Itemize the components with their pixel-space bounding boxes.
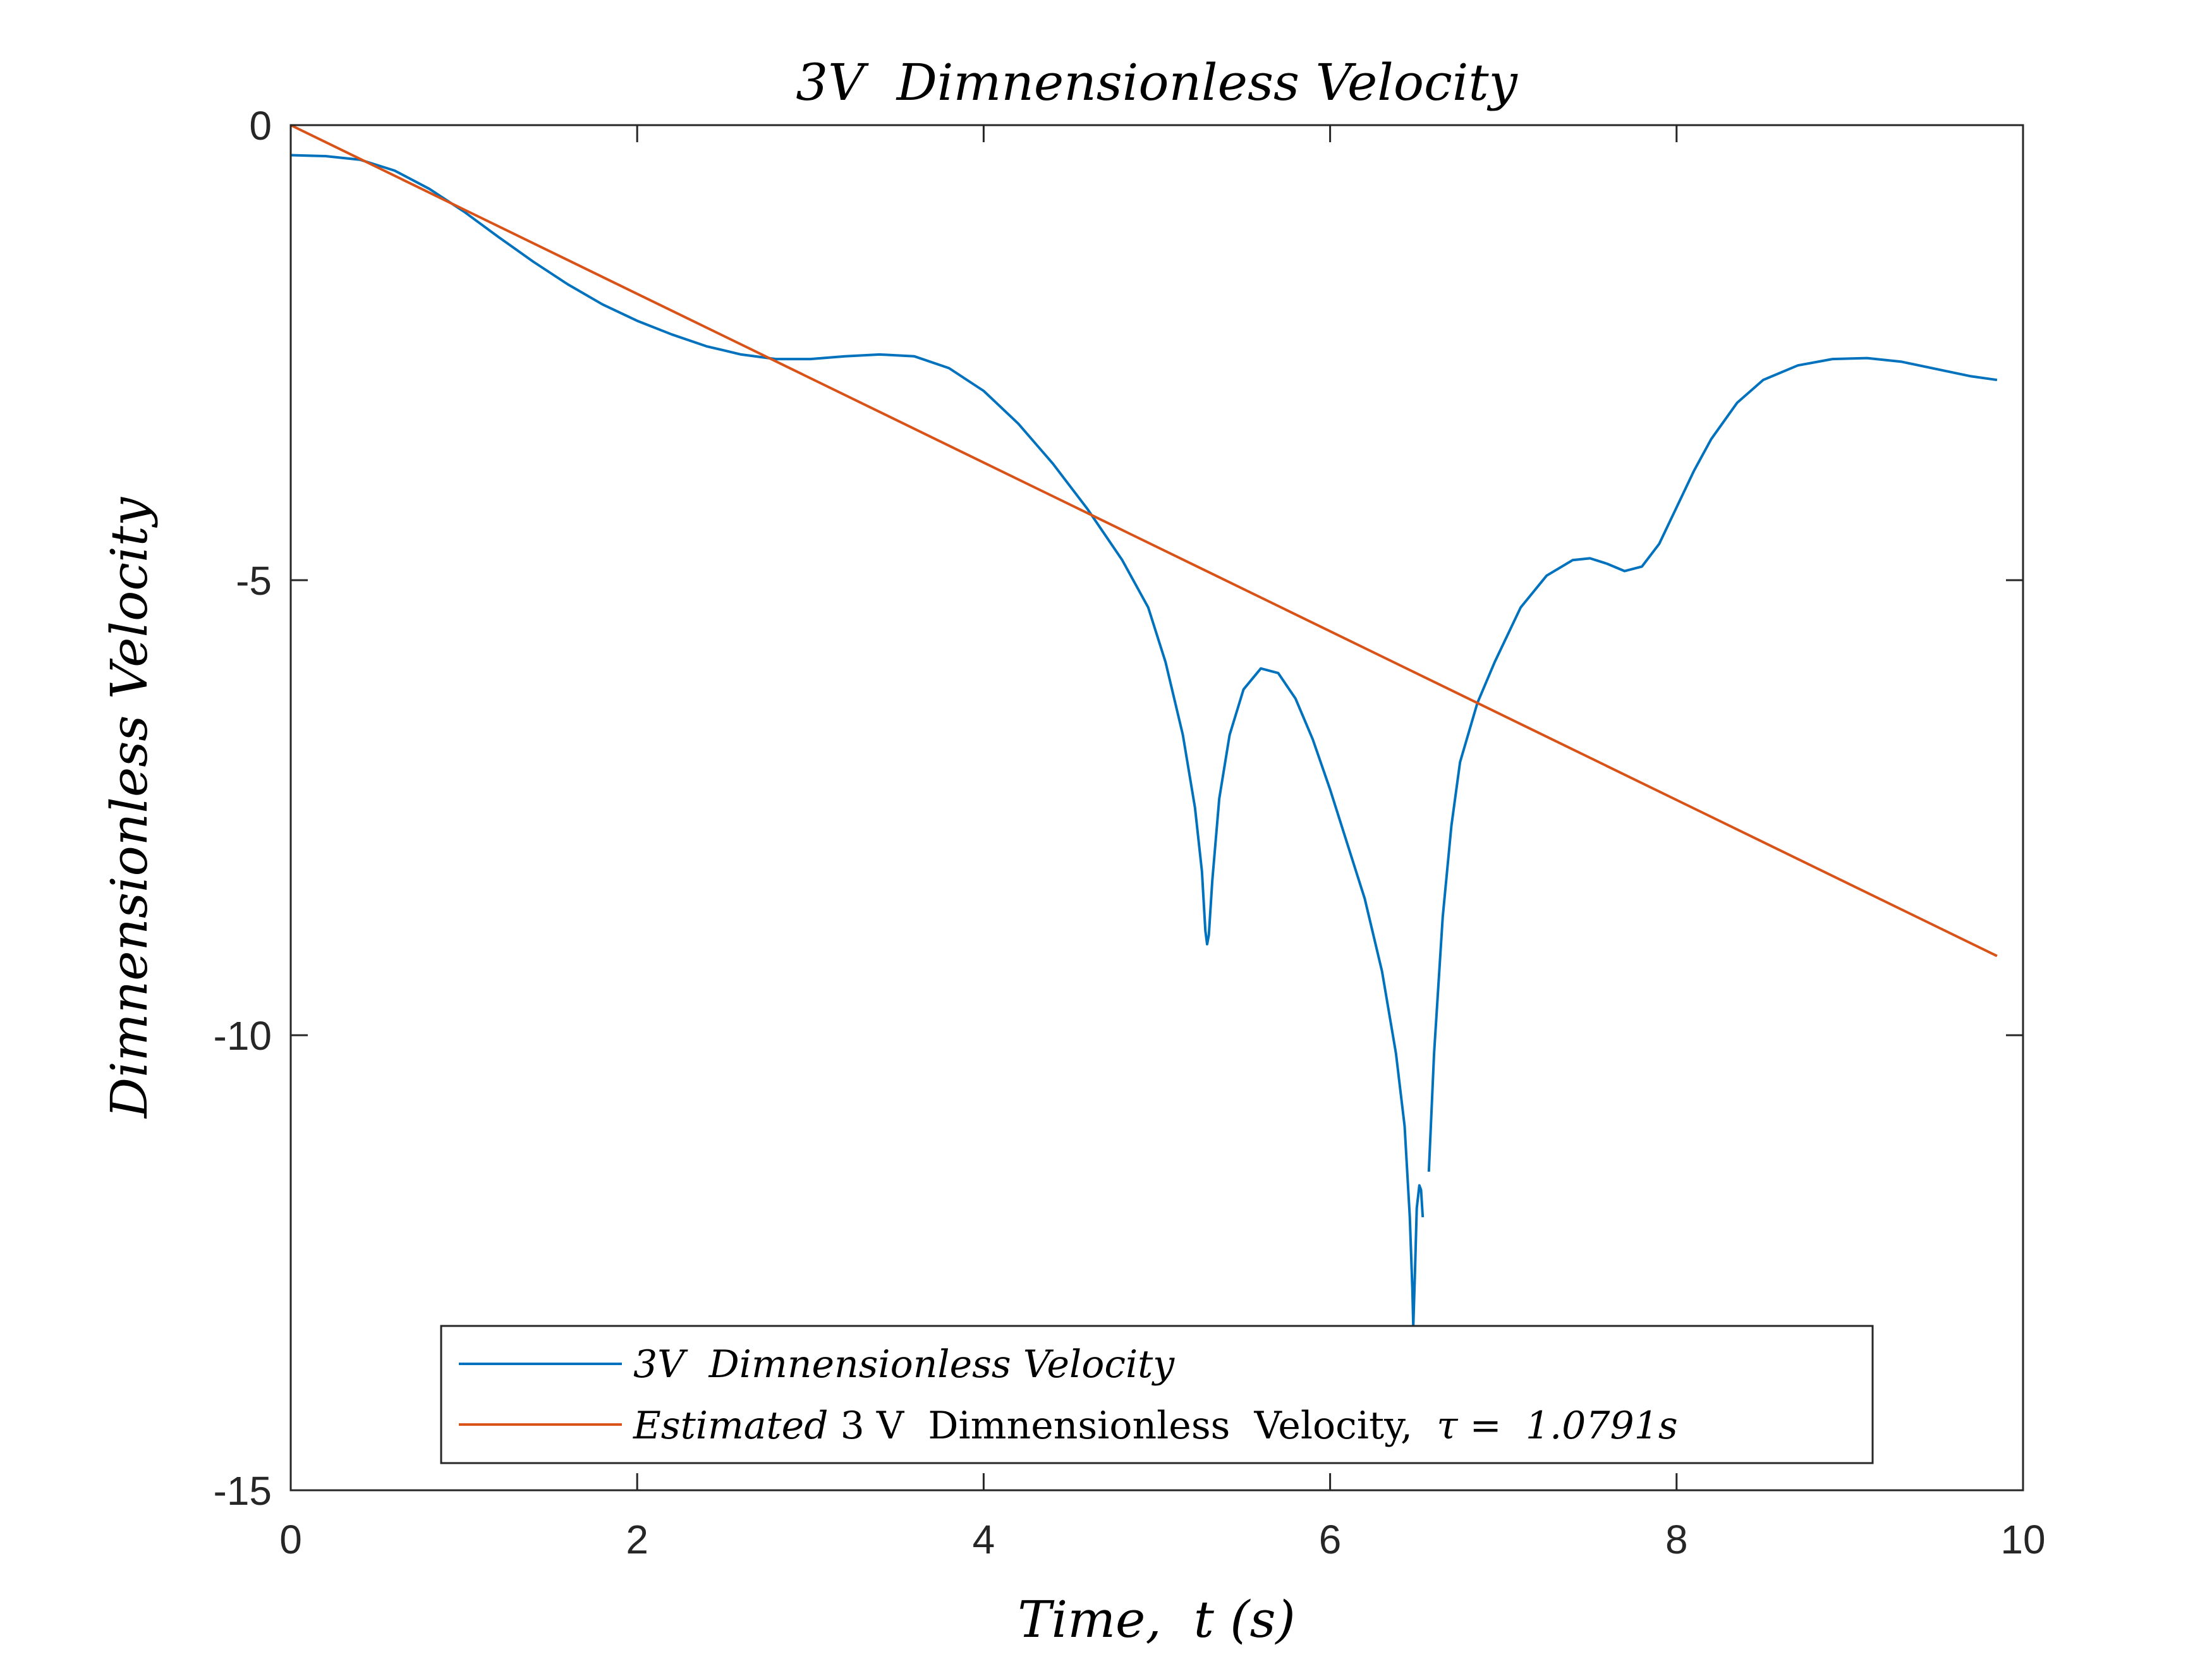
- x-axis-label: Time, t (s): [1018, 1590, 1296, 1649]
- x-tick-label: 2: [626, 1517, 648, 1562]
- legend-box: [440, 1325, 1874, 1464]
- series-1-line-segment-2: [1427, 356, 1998, 1172]
- axes-background: [291, 125, 2023, 1490]
- x-tick-label: 6: [1319, 1517, 1342, 1562]
- y-tick-label: -10: [214, 1013, 272, 1059]
- legend-label-estimated-text: 3 V Dimnensionless Velocity,: [829, 1404, 1437, 1448]
- axes-box: [289, 124, 2024, 1492]
- y-tick-label: -5: [236, 558, 272, 604]
- legend: 3V Dimnensionless Velocity Estimated 3 V…: [440, 1325, 1874, 1464]
- chart-title: 3V Dimnensionless Velocity: [796, 53, 1518, 112]
- series-1-line-segment-1: [290, 154, 1425, 1328]
- legend-label-estimated-unit: s: [1658, 1404, 1678, 1448]
- legend-label-estimated: Estimated 3 V Dimnensionless Velocity, τ…: [633, 1404, 1678, 1448]
- legend-label-estimated-italic: Estimated: [633, 1404, 829, 1448]
- legend-label-measured: 3V Dimnensionless Velocity: [633, 1342, 1175, 1387]
- y-tick-label: 0: [249, 103, 272, 149]
- y-tick-label: -15: [214, 1468, 272, 1514]
- x-tick-label: 0: [279, 1517, 302, 1562]
- x-tick-label: 4: [973, 1517, 995, 1562]
- series-layer: [290, 124, 1998, 1328]
- x-tick-label: 8: [1665, 1517, 1688, 1562]
- x-tick-label: 10: [2000, 1517, 2045, 1562]
- series-2-line: [290, 124, 1998, 957]
- y-axis-label: Dimnensionless Velocity: [100, 496, 159, 1119]
- legend-label-estimated-tau: τ = 1.0791: [1437, 1404, 1658, 1448]
- tick-layer: 0 2 4 6 8 10 0 -5 -10 -15: [214, 103, 2046, 1562]
